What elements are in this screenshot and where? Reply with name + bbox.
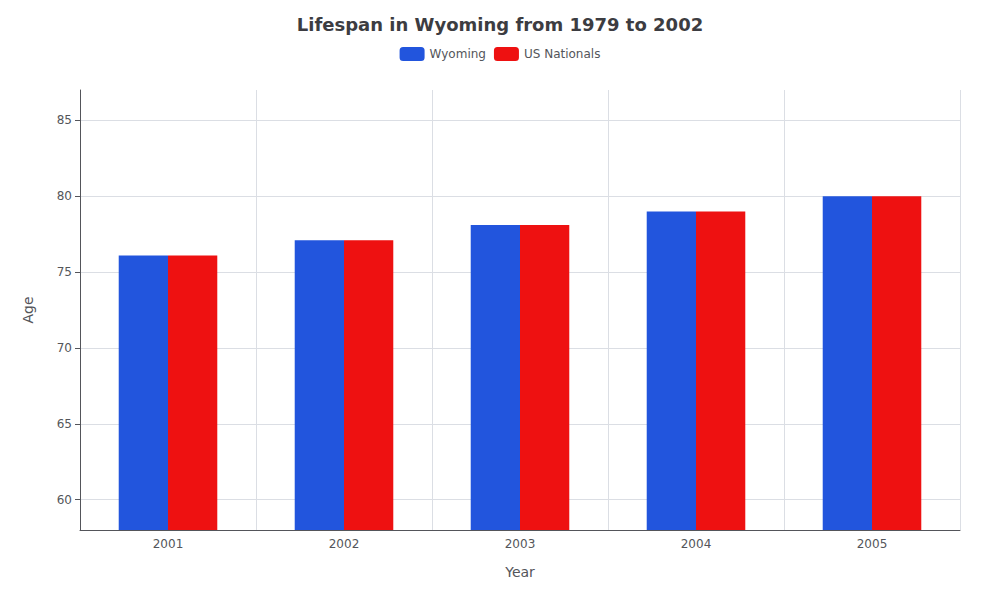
svg-text:Lifespan in Wyoming from 1979: Lifespan in Wyoming from 1979 to 2002	[297, 14, 703, 35]
svg-text:Year: Year	[504, 564, 535, 580]
svg-text:2002: 2002	[329, 537, 360, 551]
svg-text:Age: Age	[20, 296, 36, 323]
svg-text:85: 85	[57, 113, 72, 127]
svg-text:2005: 2005	[857, 537, 888, 551]
svg-text:Wyoming: Wyoming	[430, 47, 486, 61]
svg-text:75: 75	[57, 265, 72, 279]
svg-text:65: 65	[57, 417, 72, 431]
svg-text:2004: 2004	[681, 537, 712, 551]
svg-text:60: 60	[57, 493, 72, 507]
svg-text:2001: 2001	[153, 537, 184, 551]
svg-text:80: 80	[57, 189, 72, 203]
svg-text:2003: 2003	[505, 537, 536, 551]
svg-text:US Nationals: US Nationals	[524, 47, 600, 61]
svg-text:70: 70	[57, 341, 72, 355]
